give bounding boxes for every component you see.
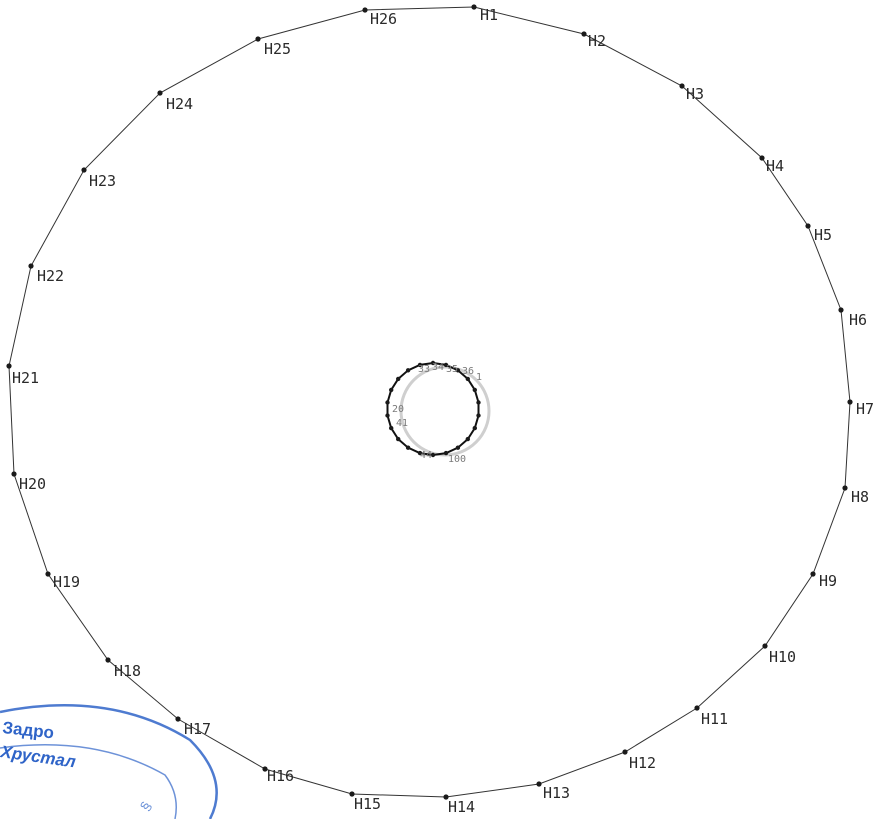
vertex-label: H12 xyxy=(629,754,656,772)
vertex-point xyxy=(45,571,51,577)
inner-vertex-point xyxy=(476,413,481,418)
vertex-label: H24 xyxy=(166,95,193,113)
vertex-label: H4 xyxy=(766,157,784,175)
vertex-label: H17 xyxy=(184,720,211,738)
vertex-label: H11 xyxy=(701,710,728,728)
vertex-point xyxy=(805,223,811,229)
inner-vertex-point xyxy=(417,362,423,368)
inner-vertex-label: 33 xyxy=(418,364,430,375)
vertex-point xyxy=(842,485,848,491)
vertex-point xyxy=(28,263,34,269)
vertex-point xyxy=(362,7,368,13)
inner-vertex-point xyxy=(385,400,390,405)
vertex-point xyxy=(847,399,853,405)
vertex-point xyxy=(838,307,844,313)
inner-vertex-label: 41 xyxy=(396,418,408,429)
vertex-point xyxy=(810,571,816,577)
vertex-point xyxy=(471,4,477,10)
inner-vertex-label: 20 xyxy=(392,404,404,415)
vertex-label: H1 xyxy=(480,6,498,24)
inner-vertex-point xyxy=(465,376,470,382)
inner-vertex-label: 100 xyxy=(448,454,466,465)
inner-polygon: 33 34 35 361 20 41 44 100 xyxy=(385,360,491,465)
vertex-label: H19 xyxy=(53,573,80,591)
vertex-label: H6 xyxy=(849,311,867,329)
inner-vertex-label: 44 xyxy=(420,450,432,461)
vertex-point xyxy=(349,791,355,797)
vertex-label: H3 xyxy=(686,85,704,103)
vertex-label: H25 xyxy=(264,40,291,58)
inner-vertex-point xyxy=(430,360,436,366)
vertex-label: H18 xyxy=(114,662,141,680)
vertex-label: H9 xyxy=(819,572,837,590)
vertex-label: H15 xyxy=(354,795,381,813)
inner-vertex-point xyxy=(405,368,411,373)
inner-vertex-point xyxy=(396,436,401,442)
vertex-point xyxy=(443,794,449,800)
inner-vertex-point xyxy=(476,400,481,405)
inner-vertex-label: 1 xyxy=(476,372,482,383)
vertex-point xyxy=(175,716,181,722)
vertex-label: H16 xyxy=(267,767,294,785)
vertex-label: H21 xyxy=(12,369,39,387)
vertex-point xyxy=(581,31,587,37)
inner-vertex-label: 36 xyxy=(462,366,474,377)
inner-vertex-point xyxy=(455,368,461,373)
stamp-inner-arc xyxy=(0,744,177,819)
inner-vertex-label: 34 xyxy=(432,362,444,373)
inner-vertex-point xyxy=(405,445,411,450)
vertex-point xyxy=(679,83,685,89)
inner-vertex-point xyxy=(389,425,394,431)
vertex-point xyxy=(262,766,268,772)
stamp-mark: § xyxy=(137,799,155,814)
inner-vertex-point xyxy=(455,445,461,450)
vertex-label: H22 xyxy=(37,267,64,285)
vertex-label: H13 xyxy=(543,784,570,802)
inner-vertex-point xyxy=(385,413,390,418)
vertex-point xyxy=(536,781,542,787)
vertex-label: H23 xyxy=(89,172,116,190)
inner-vertex-point xyxy=(430,452,436,458)
inner-vertex-point xyxy=(443,362,449,368)
inner-vertex-point xyxy=(472,425,477,431)
inner-vertex-point xyxy=(417,450,423,456)
vertex-label: H5 xyxy=(814,226,832,244)
inner-vertex-label: 35 xyxy=(446,364,458,375)
vertex-point xyxy=(759,155,765,161)
vertex-label: H7 xyxy=(856,400,874,418)
vertex-point xyxy=(105,657,111,663)
inner-vertex-point xyxy=(465,436,470,442)
vertex-label: H8 xyxy=(851,488,869,506)
outer-polygon: H1 H2 H3 H4 H5 H6 H7 H8 H9 H10 H11 H12 H13 H14 H15 H16 H… xyxy=(6,4,874,816)
vertex-label: H2 xyxy=(588,32,606,50)
inner-vertex-point xyxy=(389,387,394,393)
vertex-point xyxy=(81,167,87,173)
inner-vertex-point xyxy=(472,387,477,393)
inner-vertex-point xyxy=(443,450,449,456)
stamp-text-line1: Задро xyxy=(2,718,55,742)
vertex-label: H14 xyxy=(448,798,475,816)
vertex-point xyxy=(6,363,12,369)
inner-vertex-point xyxy=(396,376,401,382)
vertex-label: H20 xyxy=(19,475,46,493)
stamp-text-line2: Хрустал xyxy=(0,742,77,772)
vertex-point xyxy=(157,90,163,96)
vertex-label: H26 xyxy=(370,10,397,28)
vertex-point xyxy=(11,471,17,477)
vertex-label: H10 xyxy=(769,648,796,666)
stamp-outer-arc xyxy=(0,704,218,819)
vertex-point xyxy=(255,36,261,42)
vertex-point xyxy=(694,705,700,711)
vertex-point xyxy=(762,643,768,649)
vertex-point xyxy=(622,749,628,755)
